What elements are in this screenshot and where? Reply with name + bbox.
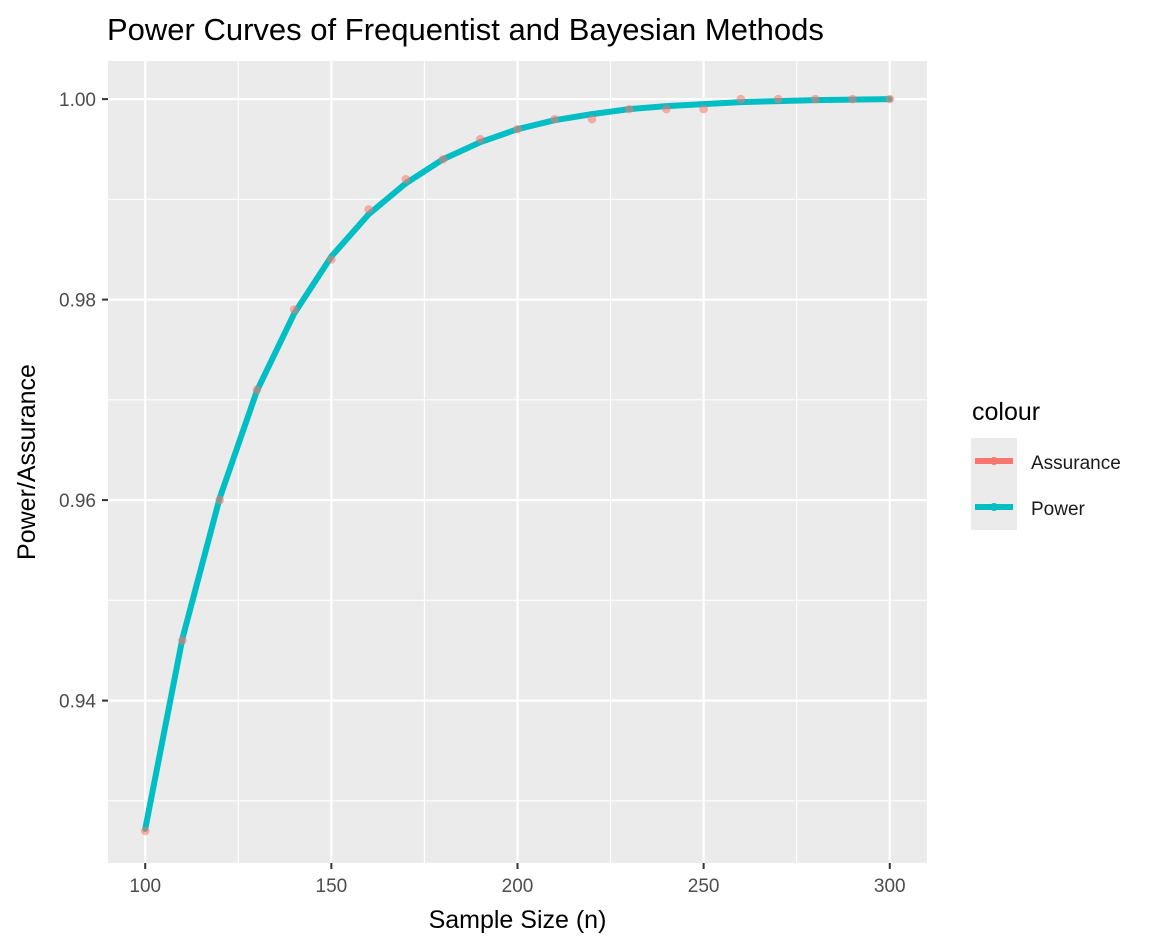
legend-key-point-power [990,503,998,511]
assurance-point [401,174,411,184]
assurance-point [513,124,522,134]
assurance-point [252,385,262,395]
assurance-point [885,94,895,104]
x-tick-label: 100 [129,876,161,897]
assurance-point [438,154,448,164]
x-tick-label: 200 [502,876,534,897]
assurance-point [624,104,634,114]
assurance-point [327,255,336,264]
legend-label-assurance: Assurance [1031,453,1121,474]
assurance-point [140,826,150,836]
assurance-point [699,104,708,114]
legend-label-power: Power [1031,499,1086,520]
y-axis: 0.94 0.96 0.98 1.00 [59,90,108,713]
assurance-point [550,114,560,124]
assurance-point [289,305,299,314]
y-axis-title: Power/Assurance [13,364,41,560]
assurance-point [215,495,224,505]
assurance-point [178,636,187,645]
assurance-point [773,94,783,104]
assurance-point [364,205,373,214]
y-tick-label: 1.00 [59,90,96,111]
x-tick-label: 250 [688,876,720,897]
legend-key-point-assurance [990,457,998,465]
legend-title: colour [972,398,1040,426]
assurance-point [587,114,597,124]
assurance-point [848,94,857,104]
assurance-point [475,134,485,144]
y-tick-label: 0.98 [59,291,96,312]
assurance-point [736,94,746,104]
y-tick-label: 0.94 [59,692,96,713]
x-tick-label: 150 [316,876,348,897]
x-axis-title: Sample Size (n) [429,906,607,934]
legend: colour Assurance Power [971,398,1121,530]
x-axis: 100 150 200 250 300 [129,863,906,897]
assurance-point [662,104,671,114]
assurance-point [811,94,820,104]
series-layer [140,94,895,836]
y-tick-label: 0.96 [59,491,96,512]
chart-title: Power Curves of Frequentist and Bayesian… [107,12,824,47]
major-gridlines [108,61,927,863]
x-tick-label: 300 [874,876,906,897]
